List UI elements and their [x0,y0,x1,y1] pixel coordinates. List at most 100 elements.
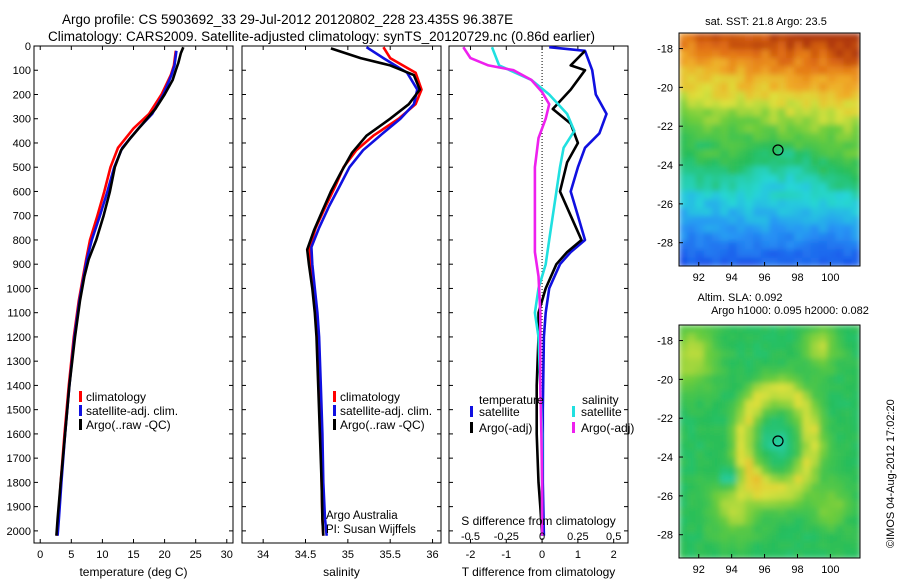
sla-cell [827,341,837,351]
sla-cell [753,449,763,460]
x2label: S difference from climatology [461,514,616,528]
sst-cell [835,191,845,201]
sla-cell [810,433,820,443]
sla-cell [753,424,763,435]
sla-cell [720,483,730,493]
sst-cell [728,207,738,218]
sst-cell [679,157,689,168]
sst-cell [687,132,697,143]
sla-cell [786,499,796,510]
sla-cell [843,424,853,435]
sst-cell [703,124,713,134]
sst-cell [711,74,722,84]
sla-cell [679,408,689,418]
sst-cell [761,149,771,159]
sst-cell [744,216,754,226]
sst-cell [835,199,845,209]
sla-cell [843,333,853,343]
sla-cell [835,374,845,385]
sst-cell [720,257,730,266]
sst-cell [810,249,820,259]
sla-cell [851,541,860,551]
sst-cell [818,249,829,259]
sst-cell [810,166,820,176]
sst-cell [769,58,779,68]
sla-map-panel: Altim. SLA: 0.092 Argo h1000: 0.095 h200… [657,292,869,576]
sst-cell [720,232,730,242]
sst-cell [827,166,837,176]
sst-cell [744,199,754,209]
sst-cell [843,199,853,209]
sst-cell [777,99,787,109]
sla-cell [786,449,796,460]
salinity-xtick-label: 34 [257,549,269,561]
sst-cell [720,182,730,193]
sla-cell [753,549,763,558]
sla-cell [835,358,845,368]
sla-cell [827,499,837,510]
sla-cell [711,424,722,435]
sla-cell [695,524,705,534]
difference-series-temperature-argoadj [535,49,587,536]
sla-cell [794,524,804,534]
sla-cell [720,491,730,501]
sst-cell [810,182,820,193]
sla-cell [720,391,730,401]
sla-cell [827,549,837,558]
sla-cell [851,466,860,476]
sst-cell [761,116,771,126]
sla-cell [818,449,829,460]
sla-cell [703,408,713,418]
sst-cell [744,132,754,143]
sla-cell [761,483,771,493]
sst-cell [818,132,829,143]
temperature-xtick-label: 5 [68,549,74,561]
sla-cell [777,325,787,335]
sst-cell [769,157,779,168]
sst-cell [835,124,845,134]
sla-cell [843,491,853,501]
sla-cell [786,408,796,418]
sst-cell [794,116,804,126]
sst-cell [711,157,722,168]
sla-cell [744,333,754,343]
sst-cell [744,49,754,59]
sst-cell [794,191,804,201]
sla-cell [711,441,722,451]
sla-cell [744,541,754,551]
sla-cell [703,424,713,435]
sla-cell [827,466,837,476]
sla-cell [744,408,754,418]
sla-cell [761,524,771,534]
sst-cell [711,199,722,209]
sst-cell [794,74,804,84]
sla-cell [827,325,837,335]
sla-cell [827,408,837,418]
sst-cell [695,149,705,159]
sla-cell [810,391,820,401]
sla-cell [753,341,763,351]
sla-cell [769,499,779,510]
sla-cell [687,391,697,401]
sla-cell [769,533,779,543]
sst-cell [695,257,705,266]
sst-cell [679,174,689,184]
sst-cell [810,74,820,84]
sst-cell [753,116,763,126]
sla-cell [720,408,730,418]
sst-cell [851,74,860,84]
sst-cell [827,116,837,126]
sla-cell [769,391,779,401]
sst-cell [794,241,804,251]
sst-cell [835,166,845,176]
sla-cell [753,399,763,410]
sst-cell [786,116,796,126]
sla-cell [695,433,705,443]
sst-cell [769,99,779,109]
sla-cell [687,424,697,435]
sla-cell [687,433,697,443]
sst-cell [711,49,722,59]
sla-cell [711,383,722,393]
sst-cell [769,191,779,201]
sla-map-axes: 92 94 96 98 100 -18 -20 -22 -24 -26 -28 [657,336,839,576]
